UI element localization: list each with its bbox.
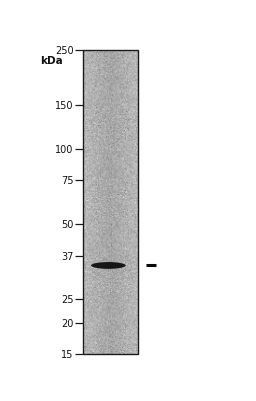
Text: 15: 15: [61, 349, 74, 359]
Bar: [83, 51, 138, 354]
Text: 250: 250: [55, 46, 74, 56]
Text: 150: 150: [55, 101, 74, 111]
Text: 37: 37: [61, 252, 74, 262]
Text: 20: 20: [61, 318, 74, 328]
Text: 100: 100: [55, 145, 74, 155]
Ellipse shape: [91, 262, 126, 269]
Text: kDa: kDa: [40, 56, 63, 66]
Text: 75: 75: [61, 176, 74, 186]
Text: 50: 50: [61, 219, 74, 229]
Text: 25: 25: [61, 294, 74, 304]
